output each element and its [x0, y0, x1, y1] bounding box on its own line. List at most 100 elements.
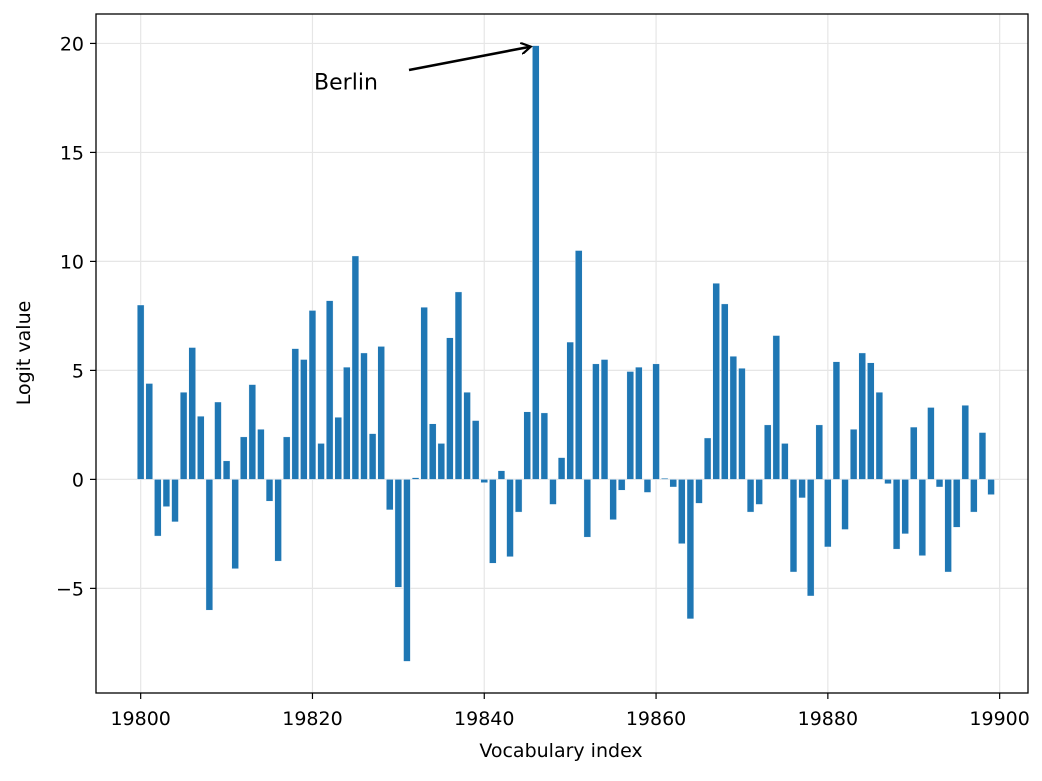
bar	[368, 433, 377, 480]
bar	[575, 250, 583, 480]
bar	[884, 479, 892, 484]
bar	[248, 384, 256, 480]
bar	[523, 411, 531, 480]
bar	[712, 283, 720, 480]
x-tick-label: 19820	[282, 708, 342, 730]
plot-frame	[95, 13, 1029, 694]
bar	[472, 420, 480, 480]
y-axis-label: Logit value	[13, 301, 35, 406]
bar	[901, 479, 909, 535]
bar	[231, 479, 239, 569]
bar	[308, 310, 317, 480]
bar	[257, 429, 265, 480]
x-tick-label: 19900	[969, 708, 1029, 730]
bar	[987, 479, 995, 495]
bar	[789, 479, 798, 573]
bar	[970, 479, 978, 513]
bar	[351, 255, 360, 480]
bar	[635, 366, 643, 480]
y-tick-label: 15	[60, 142, 84, 164]
bar	[137, 304, 145, 480]
bar	[858, 352, 866, 480]
bar	[317, 443, 325, 480]
bar	[549, 479, 557, 505]
bar	[557, 457, 566, 480]
x-tick-label: 19840	[454, 708, 514, 730]
bar	[437, 443, 445, 480]
bar	[514, 479, 523, 513]
bar	[764, 424, 772, 480]
arrow-icon	[408, 47, 531, 72]
bar	[454, 291, 463, 480]
bar	[532, 45, 540, 480]
bar	[214, 401, 222, 480]
bar	[927, 407, 935, 480]
bar	[592, 363, 600, 480]
bar	[188, 347, 196, 480]
bar	[265, 479, 274, 502]
bar	[274, 479, 282, 562]
y-tick-label: 5	[72, 360, 84, 382]
bar	[832, 361, 841, 480]
bar	[600, 359, 609, 480]
bar	[489, 479, 497, 564]
bar	[403, 479, 411, 662]
bar	[695, 479, 703, 504]
bar	[205, 479, 214, 611]
bar	[953, 479, 961, 528]
bar	[154, 479, 162, 537]
bar	[334, 417, 342, 480]
bar	[197, 415, 205, 480]
bar	[626, 371, 634, 480]
bar	[652, 363, 660, 480]
bar	[162, 479, 171, 507]
bar	[506, 479, 514, 557]
bar	[918, 479, 926, 556]
bar	[222, 460, 231, 480]
bar	[300, 359, 308, 480]
bar	[669, 479, 677, 488]
bar	[781, 443, 789, 480]
y-tick-label: 0	[72, 469, 84, 491]
x-tick-label: 19880	[798, 708, 858, 730]
bar	[643, 479, 652, 493]
bar	[497, 470, 506, 480]
bar	[618, 479, 626, 491]
bar	[678, 479, 686, 544]
bar	[446, 337, 454, 480]
bar	[738, 368, 746, 480]
bar	[721, 303, 729, 480]
bar	[729, 356, 738, 480]
bar	[326, 300, 334, 480]
bar	[386, 479, 394, 511]
bar	[841, 479, 849, 530]
bar	[429, 423, 437, 480]
x-axis-label: Vocabulary index	[479, 740, 642, 762]
bar	[849, 429, 858, 480]
y-tick-label: −5	[56, 578, 84, 600]
x-tick-label: 19860	[626, 708, 686, 730]
y-tick-label: 20	[60, 33, 84, 55]
bar	[394, 479, 402, 588]
x-tick-label: 19800	[110, 708, 170, 730]
bar	[420, 306, 428, 480]
x-axis-ticks: 19800 19820 19840 19860 19880 19900	[110, 693, 1030, 730]
bar	[910, 426, 918, 480]
bar	[703, 437, 712, 480]
bar	[935, 479, 944, 488]
bar	[343, 366, 351, 480]
bar	[807, 479, 815, 597]
bar	[892, 479, 901, 550]
bar	[566, 341, 574, 480]
bar	[875, 391, 884, 480]
annotation-label: Berlin	[314, 71, 378, 96]
bar	[746, 479, 755, 513]
bar	[661, 478, 669, 480]
bar	[240, 436, 248, 480]
bar	[815, 424, 823, 480]
bar	[944, 479, 952, 573]
bar	[480, 479, 488, 483]
bar	[179, 391, 188, 480]
bar	[360, 352, 368, 480]
